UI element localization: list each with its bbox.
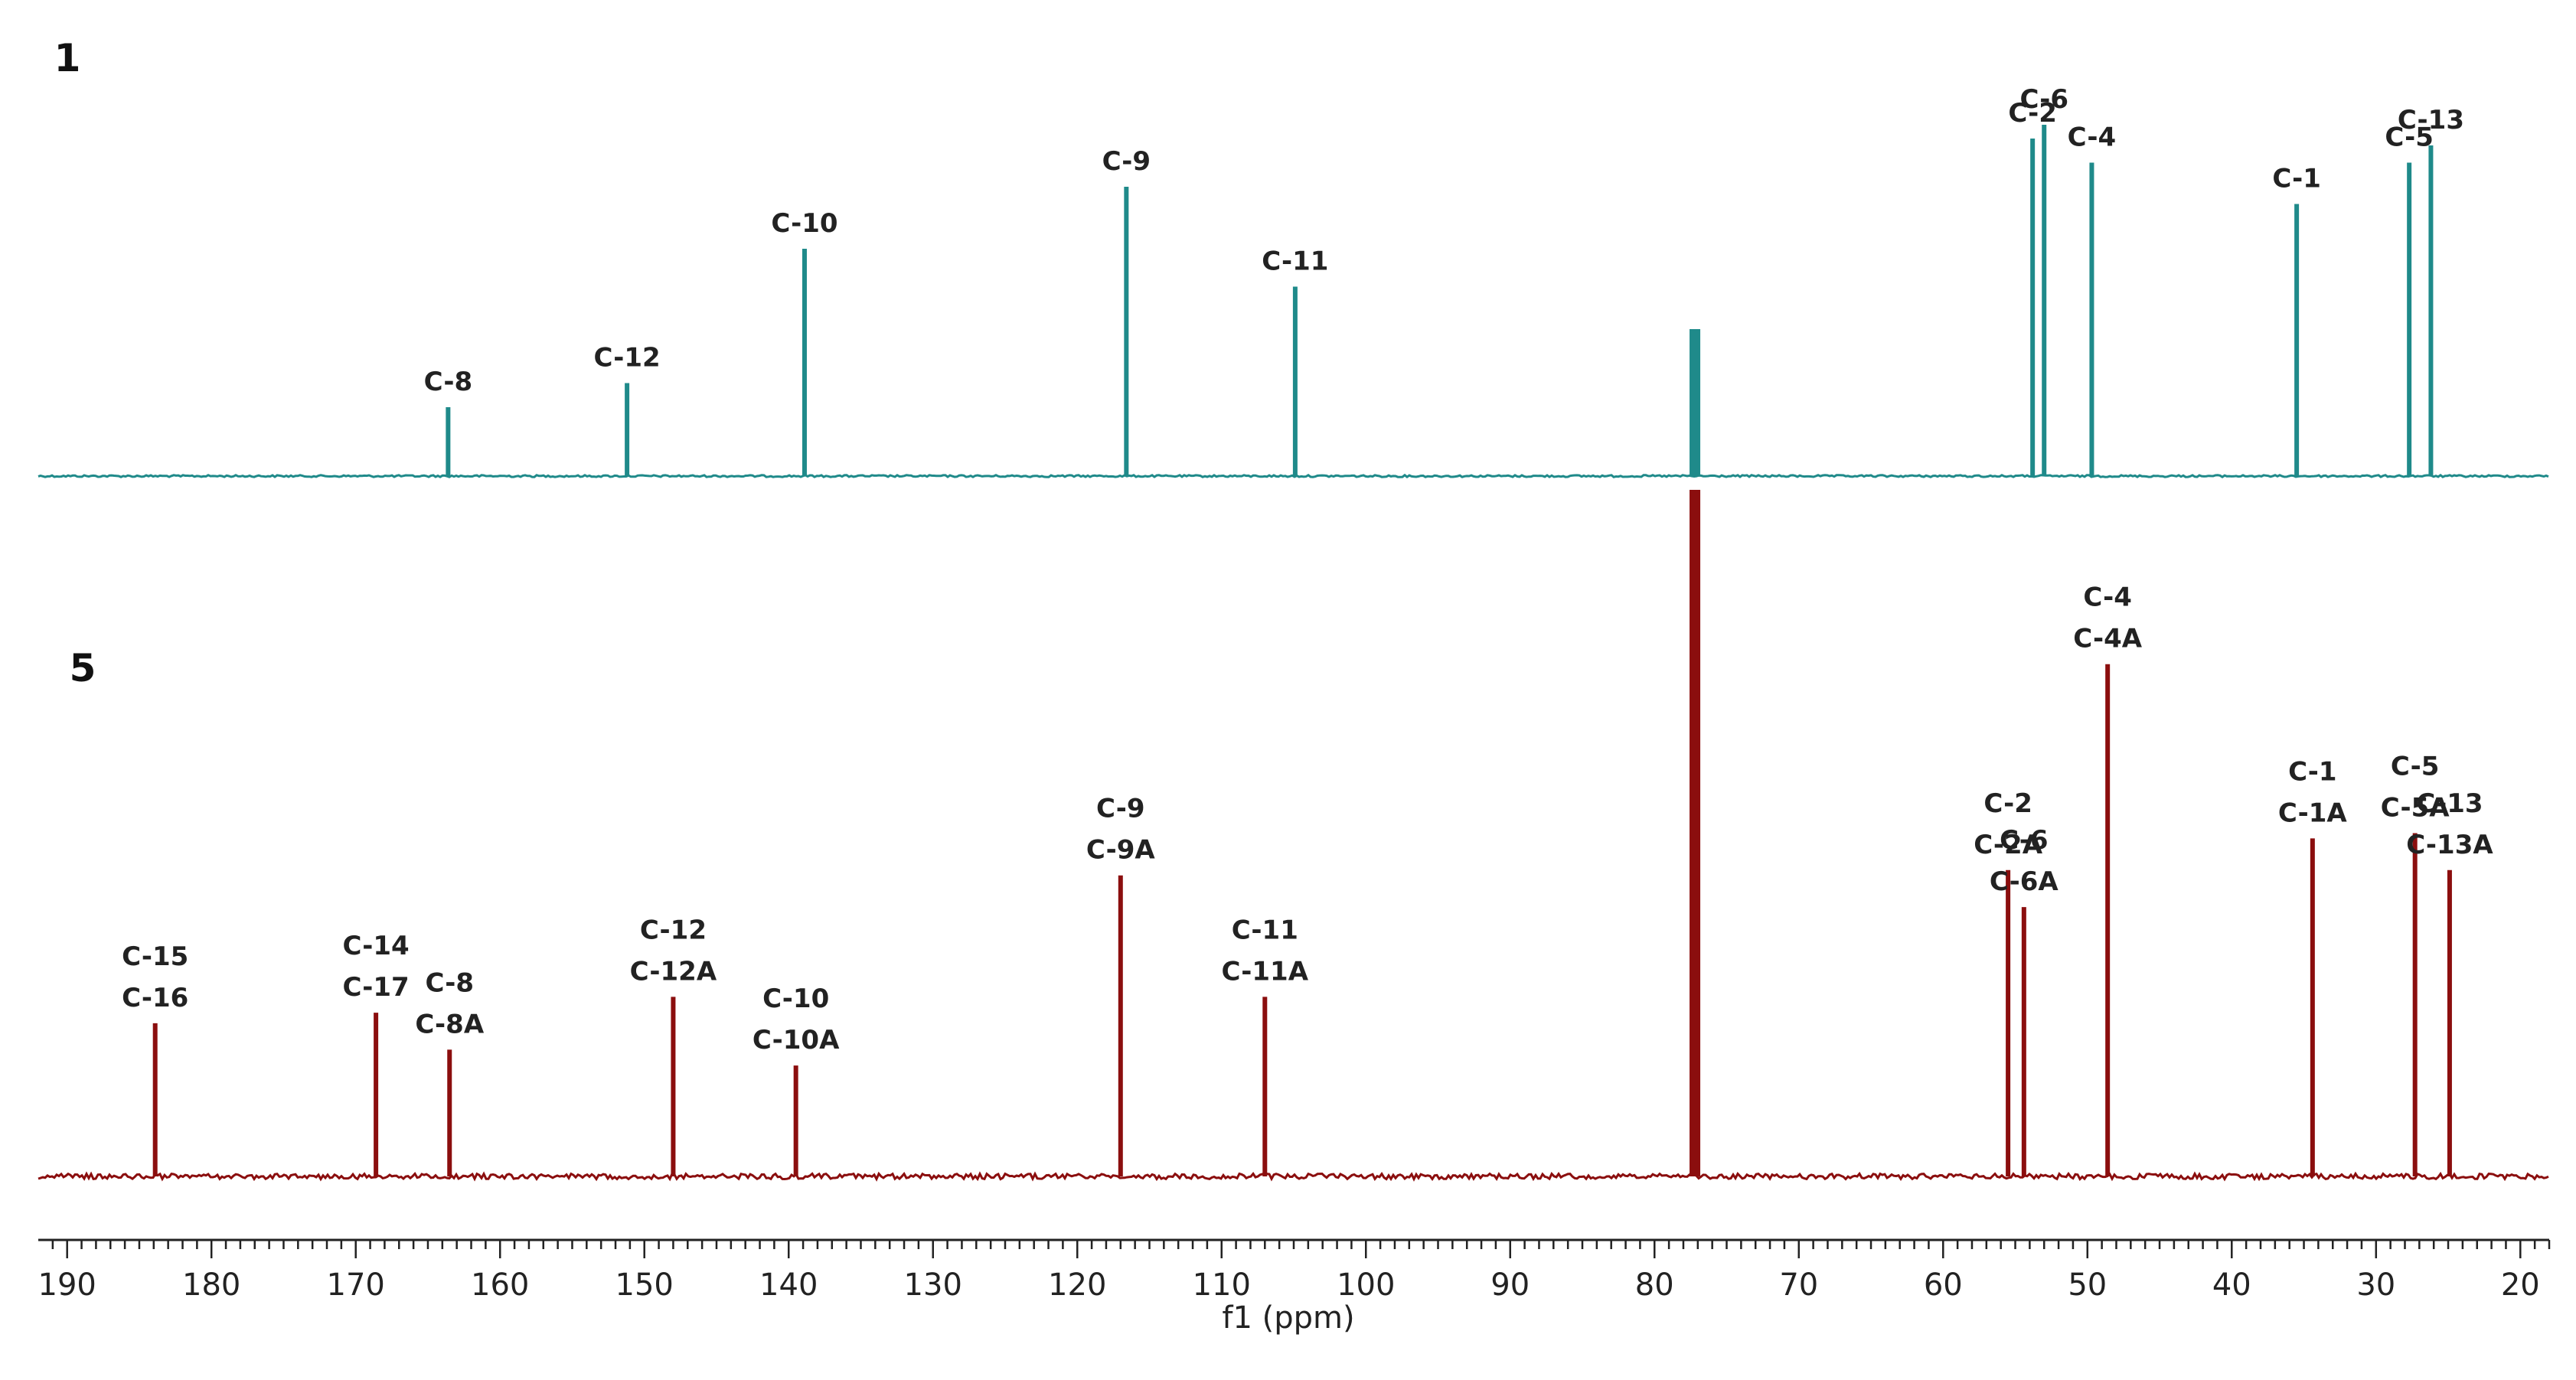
peak-label: C-13	[2398, 105, 2464, 135]
peak-label: C-6A	[1990, 866, 2059, 897]
spectrum-label: 5	[70, 646, 96, 690]
x-tick-label: 100	[1337, 1267, 1395, 1303]
peak-label: C-8	[425, 967, 474, 998]
peak-label: C-11	[1262, 246, 1328, 277]
x-tick-label: 180	[182, 1267, 240, 1303]
spectrum-baseline	[38, 473, 2549, 478]
x-tick-label: 190	[38, 1267, 96, 1303]
peak-label: C-15	[122, 941, 188, 972]
x-axis: 190 180 170 160 150 140 130 120 110 100 90 80 70 60 50…	[38, 1238, 2551, 1303]
x-tick-label: 60	[1924, 1267, 1963, 1303]
x-tick-label: 130	[904, 1267, 962, 1303]
x-tick-label: 160	[471, 1267, 529, 1303]
peak-label: C-14	[343, 931, 410, 961]
peak-label: C-8A	[415, 1009, 485, 1039]
x-tick-label: 140	[759, 1267, 818, 1303]
spectra	[38, 125, 2549, 1182]
x-tick-label: 40	[2212, 1267, 2251, 1303]
peak-label: C-12A	[630, 956, 717, 987]
spectrum-1	[38, 125, 2549, 478]
peak-label: C-4A	[2073, 624, 2143, 654]
x-tick-label: 110	[1193, 1267, 1251, 1303]
peak-label: C-10	[762, 984, 829, 1014]
x-tick-label: 80	[1635, 1267, 1674, 1303]
peak-label: C-9	[1096, 794, 1145, 824]
peak-label: C-5	[2391, 752, 2440, 782]
x-tick-label: 20	[2501, 1267, 2540, 1303]
peak-label: C-10A	[753, 1025, 840, 1055]
x-tick-label: 50	[2068, 1267, 2107, 1303]
x-tick-label: 30	[2356, 1267, 2395, 1303]
spectrum-5	[38, 490, 2549, 1182]
peak-label: C-5A	[2381, 793, 2450, 824]
peak-label: C-6	[2019, 84, 2068, 115]
peak-label: C-6	[2000, 825, 2049, 856]
peak-label: C-16	[122, 983, 188, 1013]
peak-label: C-11A	[1222, 956, 1309, 987]
peak-label: C-1A	[2278, 798, 2348, 828]
peak-label: C-8	[424, 367, 473, 397]
peak-label: C-1	[2288, 756, 2337, 787]
peak-label: C-11	[1232, 915, 1298, 945]
peak-label: C-4	[2068, 122, 2117, 153]
peak-label: C-17	[343, 972, 410, 1003]
x-tick-label: 70	[1779, 1267, 1818, 1303]
peak-label: C-12	[594, 343, 661, 374]
peak-label: C-9A	[1086, 835, 1156, 866]
x-axis-title: f1 (ppm)	[1222, 1300, 1354, 1336]
peak-labels: C-8C-12C-10C-9C-11C-2C-6C-4C-1C-5C-131C-…	[54, 36, 2494, 1055]
peak-label: C-13A	[2406, 830, 2493, 860]
spectrum-baseline	[38, 1171, 2549, 1182]
peak-label: C-5	[2385, 122, 2434, 153]
spectrum-label: 1	[54, 36, 81, 80]
peak-label: C-4	[2083, 582, 2132, 613]
x-tick-label: 120	[1048, 1267, 1106, 1303]
peak-label: C-9	[1102, 146, 1151, 177]
peak-label: C-13	[2416, 788, 2483, 819]
peak-label: C-10	[771, 208, 837, 239]
peak-label: C-2A	[1974, 830, 2043, 860]
peak-label: C-1	[2272, 164, 2321, 194]
peak-label: C-2	[1983, 788, 2032, 819]
peak-label: C-2	[2008, 98, 2057, 129]
x-tick-label: 150	[615, 1267, 674, 1303]
peak-label: C-12	[640, 915, 707, 945]
x-tick-label: 90	[1490, 1267, 1530, 1303]
x-tick-label: 170	[327, 1267, 385, 1303]
